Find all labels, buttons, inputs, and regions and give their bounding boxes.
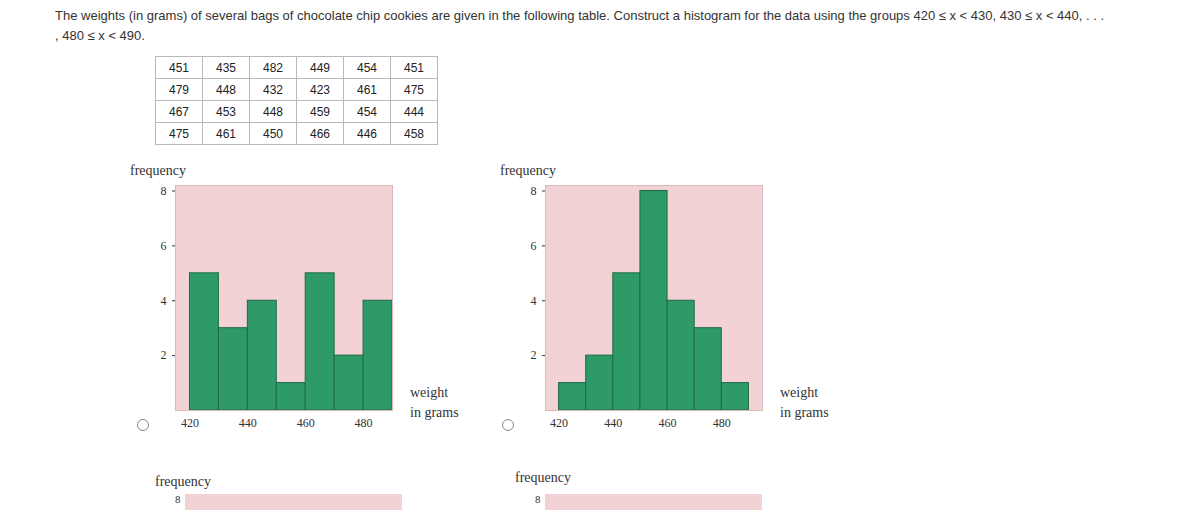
- svg-text:420: 420: [550, 416, 568, 430]
- html-text:475: 475: [169, 126, 189, 141]
- html-text:454: 454: [357, 104, 377, 119]
- html-text:frequency: frequency: [515, 470, 571, 485]
- html-text:446: 446: [357, 126, 377, 141]
- svg-text:440: 440: [604, 416, 622, 430]
- svg-text:480: 480: [355, 416, 373, 430]
- svg-text:8: 8: [531, 184, 537, 198]
- html-text:, 480 ≤ x < 490.: , 480 ≤ x < 490.: [55, 28, 145, 43]
- html-text:weight: weight: [780, 385, 819, 400]
- html-text:449: 449: [310, 60, 330, 75]
- svg-text:460: 460: [297, 416, 315, 430]
- html-text:448: 448: [216, 82, 236, 97]
- html-text:453: 453: [216, 104, 236, 119]
- svg-text:460: 460: [659, 416, 677, 430]
- html-text:8: 8: [175, 493, 181, 505]
- html-text:466: 466: [310, 126, 330, 141]
- html-text:454: 454: [357, 60, 377, 75]
- html-text:444: 444: [404, 104, 424, 119]
- html-text:in grams: in grams: [410, 405, 459, 420]
- html-text:459: 459: [310, 104, 330, 119]
- html-text:The weights (in grams) of seve: The weights (in grams) of several bags o…: [55, 8, 1105, 23]
- svg-text:2: 2: [531, 348, 537, 362]
- html-text:451: 451: [169, 60, 189, 75]
- html-text:frequency: frequency: [500, 163, 556, 178]
- svg-text:6: 6: [161, 239, 167, 253]
- svg-text:4: 4: [531, 294, 537, 308]
- html-text:432: 432: [263, 82, 283, 97]
- html-text:451: 451: [404, 60, 424, 75]
- svg-text:480: 480: [713, 416, 731, 430]
- html-text:in grams: in grams: [780, 405, 829, 420]
- html-text:423: 423: [310, 82, 330, 97]
- svg-text:8: 8: [161, 184, 167, 198]
- html-text:475: 475: [404, 82, 424, 97]
- html-text:435: 435: [216, 60, 236, 75]
- html-text:479: 479: [169, 82, 189, 97]
- html-text:frequency: frequency: [130, 163, 186, 178]
- svg-text:4: 4: [161, 294, 167, 308]
- html-text:frequency: frequency: [155, 474, 211, 489]
- svg-text:420: 420: [181, 416, 199, 430]
- html-text:482: 482: [263, 60, 283, 75]
- svg-text:6: 6: [531, 239, 537, 253]
- html-text:448: 448: [263, 104, 283, 119]
- html-text:8: 8: [535, 493, 541, 505]
- html-text:weight: weight: [410, 385, 449, 400]
- html-text:458: 458: [404, 126, 424, 141]
- svg-text:2: 2: [161, 348, 167, 362]
- html-text:461: 461: [357, 82, 377, 97]
- html-text:461: 461: [216, 126, 236, 141]
- svg-text:440: 440: [239, 416, 257, 430]
- html-text:450: 450: [263, 126, 283, 141]
- html-text:467: 467: [169, 104, 189, 119]
